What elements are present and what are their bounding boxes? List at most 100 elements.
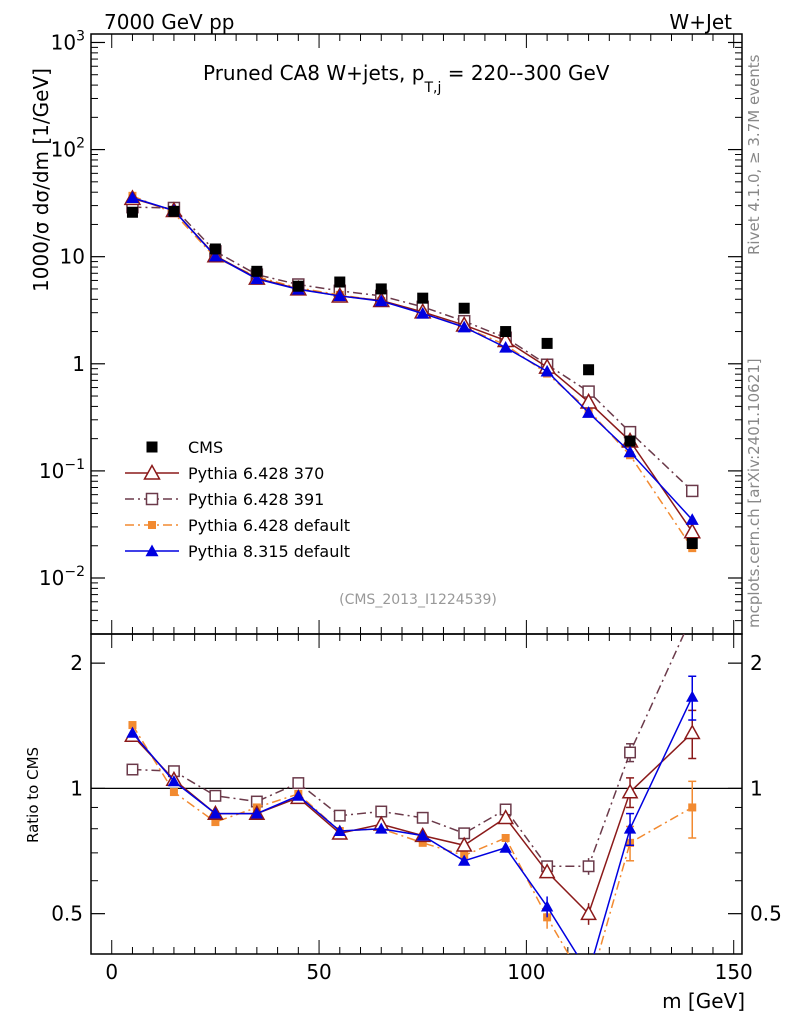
ratio-point-pythia-6-428-default <box>128 721 137 730</box>
ratio-point-pythia-6-428-391 <box>126 763 139 776</box>
main-point-pythia-8-315-default <box>208 249 222 262</box>
ratio-point-pythia-6-428-default <box>688 803 697 812</box>
legend-marker-cms <box>146 441 158 453</box>
legend: CMS Pythia 6.428 370 Pythia 6.428 391 Pythi… <box>125 438 350 561</box>
ratio-y-axis-label: Ratio to CMS <box>24 747 42 843</box>
ratio-point-pythia-6-428-391 <box>333 809 346 822</box>
ratio-line-pythia-6-428-391 <box>132 634 685 868</box>
main-point-cms <box>541 337 553 349</box>
ratio-point-pythia-8-315-default <box>292 789 305 801</box>
ratio-point-pythia-8-315-default <box>499 841 512 853</box>
ratio-point-pythia-6-428-default <box>418 838 427 847</box>
main-point-cms <box>417 292 429 304</box>
legend-label-cms: CMS <box>188 438 223 457</box>
ratio-point-pythia-8-315-default <box>333 824 346 836</box>
legend-marker-pythia-6-428-default <box>148 521 156 529</box>
ratio-point-pythia-6-428-391 <box>582 860 595 873</box>
ratio-y-tick-label: 1 <box>70 776 83 800</box>
plot-title: Pruned CA8 W+jets, pT,j = 220--300 GeV <box>203 61 610 96</box>
ratio-y-tick-label: 0.5 <box>51 902 83 926</box>
main-point-cms <box>500 326 512 338</box>
main-point-pythia-8-315-default <box>457 320 471 333</box>
ratio-line-pythia-8-315-default <box>131 696 693 954</box>
main-point-pythia-8-315-default <box>623 445 637 458</box>
main-point-pythia-8-315-default <box>250 272 264 285</box>
ratio-point-pythia-8-315-default <box>126 726 139 738</box>
ratio-point-pythia-6-428-default <box>501 834 510 843</box>
ratio-point-pythia-8-315-default <box>458 854 471 866</box>
ratio-point-pythia-6-428-370 <box>621 783 639 799</box>
x-tick-label: 0 <box>105 960 118 984</box>
main-point-pythia-8-315-default <box>685 513 699 525</box>
legend-marker-pythia-6-428-391 <box>145 492 159 506</box>
main-y-tick-label: 1 <box>72 352 85 376</box>
x-axis-label: m [GeV] <box>662 989 745 1013</box>
ratio-point-pythia-6-428-391 <box>624 746 637 759</box>
main-y-tick-label: 10−2 <box>39 564 85 590</box>
legend-label-pythia-6-428-default: Pythia 6.428 default <box>188 516 350 535</box>
main-point-pythia-8-315-default <box>374 294 388 307</box>
ratio-point-pythia-6-428-default <box>169 788 178 797</box>
ratio-plot-frame <box>90 633 743 955</box>
ratio-point-pythia-8-315-default <box>250 807 264 819</box>
ratio-point-pythia-8-315-default <box>167 775 181 787</box>
ratio-point-pythia-6-428-370 <box>538 863 556 879</box>
main-y-tick-label: 102 <box>51 136 85 162</box>
ratio-y-tick-label-right: 0.5 <box>750 902 782 926</box>
plot-title-sub: T,j <box>423 80 441 96</box>
main-point-cms <box>168 205 180 217</box>
ratio-point-pythia-6-428-370 <box>683 724 701 740</box>
legend-label-pythia-6-428-370: Pythia 6.428 370 <box>188 464 324 483</box>
ratio-point-pythia-6-428-370 <box>580 905 597 921</box>
main-y-tick-label: 10−1 <box>39 457 85 483</box>
ratio-point-pythia-8-315-default <box>375 822 388 834</box>
ratio-point-pythia-6-428-391 <box>292 777 305 790</box>
main-point-pythia-8-315-default <box>499 340 513 353</box>
ratio-y-tick-label: 2 <box>70 651 83 675</box>
x-tick-label: 150 <box>715 960 753 984</box>
ratio-point-pythia-6-428-default <box>211 818 220 827</box>
process-label: W+Jet <box>669 10 732 34</box>
legend-label-pythia-6-428-391: Pythia 6.428 391 <box>188 490 324 509</box>
main-point-pythia-6-428-391 <box>685 484 699 498</box>
main-point-pythia-8-315-default <box>333 289 347 302</box>
plot-title-main: Pruned CA8 W+jets, p <box>203 61 424 85</box>
analysis-id: (CMS_2013_I1224539) <box>339 592 497 608</box>
ratio-point-pythia-6-428-370 <box>455 836 473 852</box>
side-text-bottom: mcplots.cern.ch [arXiv:2401.10621] <box>745 358 763 628</box>
main-point-cms <box>292 280 304 292</box>
ratio-y-tick-label-right: 2 <box>750 651 763 675</box>
main-point-pythia-8-315-default <box>416 306 430 319</box>
ratio-point-pythia-8-315-default <box>209 807 222 819</box>
main-point-pythia-8-315-default <box>582 406 596 418</box>
legend-marker-pythia-6-428-370 <box>143 463 161 480</box>
energy-label: 7000 GeV pp <box>104 10 235 34</box>
main-y-tick-label: 103 <box>51 28 85 54</box>
legend-marker-pythia-8-315-default <box>145 544 159 557</box>
x-tick-label: 50 <box>306 960 331 984</box>
x-tick-label: 100 <box>507 960 545 984</box>
ratio-point-pythia-8-315-default <box>540 900 554 912</box>
main-point-cms <box>126 206 138 218</box>
ratio-point-pythia-8-315-default <box>416 829 429 841</box>
main-point-cms <box>686 537 698 549</box>
ratio-point-pythia-6-428-370 <box>497 809 515 825</box>
side-text-top: Rivet 4.1.0, ≥ 3.7M events <box>745 54 763 255</box>
main-series <box>123 189 702 553</box>
ratio-y-tick-label-right: 1 <box>750 776 763 800</box>
ratio-point-pythia-8-315-default <box>623 822 637 834</box>
main-point-cms <box>334 276 346 288</box>
main-point-pythia-6-428-370 <box>683 522 702 539</box>
main-point-cms <box>251 265 263 277</box>
main-point-cms <box>458 302 470 314</box>
ratio-series <box>124 634 701 954</box>
ratio-axes: 0.5 0.5 1 1 2 2 0 50 100 150 <box>51 634 782 984</box>
main-point-pythia-8-315-default <box>125 191 139 203</box>
main-axes: 10−2 10−1 1 10 102 103 <box>39 28 742 635</box>
main-point-pythia-8-315-default <box>540 364 554 377</box>
plot-title-rest: = 220--300 GeV <box>441 61 609 85</box>
main-point-cms <box>209 243 221 255</box>
main-point-cms <box>375 283 387 295</box>
main-y-axis-label: 1000/σ dσ/dm [1/GeV] <box>29 68 53 292</box>
